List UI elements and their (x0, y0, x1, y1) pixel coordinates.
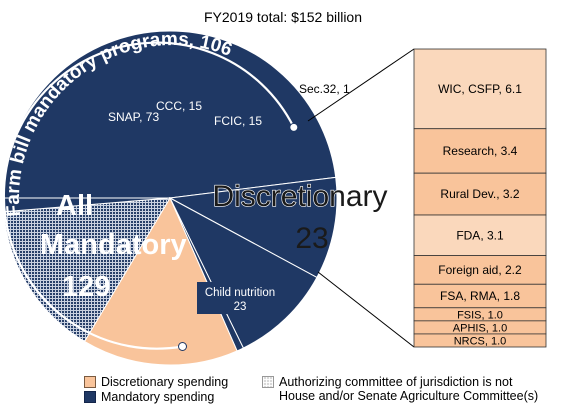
slice-label-snap: SNAP, 73 (108, 110, 159, 124)
all-mandatory-label: All Mandatory 129 (40, 190, 187, 303)
chart-title: FY2019 total: $152 billion (204, 9, 362, 25)
legend-hatch-line2: House and/or Senate Agriculture Committe… (279, 389, 539, 403)
pie (2, 30, 338, 366)
legend-label-discretionary: Discretionary spending (101, 375, 229, 389)
farm-bill-bracket-line (2, 41, 295, 350)
all-mandatory-line1: All (56, 190, 93, 222)
bar-label-rural-dev: Rural Dev., 3.2 (440, 187, 519, 201)
slice-value-discretionary: 23 (295, 222, 328, 255)
legend-label-hatched: Authorizing committee of jurisdiction is… (279, 375, 538, 403)
bar-label-fda: FDA, 3.1 (456, 228, 504, 242)
slice-label-ccc: CCC, 15 (156, 99, 202, 113)
legend-label-mandatory: Mandatory spending (101, 390, 215, 404)
all-mandatory-value: 129 (62, 271, 110, 303)
pie-slice-child-nutrition (3, 197, 171, 343)
legend-item-discretionary: Discretionary spending (84, 375, 228, 389)
bar-label-fsa: FSA, RMA, 1.8 (440, 289, 520, 303)
legend-hatch-line1: Authorizing committee of jurisdiction is… (279, 375, 513, 389)
connector-top (307, 48, 415, 122)
child-nutrition-label-box (197, 282, 283, 314)
slice-label-sec32: Sec.32, 1 (299, 82, 350, 96)
bar-label-wic: WIC, CSFP, 6.1 (438, 82, 522, 96)
bracket-end-dot-bottom (178, 342, 187, 351)
bar-segment-nrcs (413, 333, 547, 348)
legend-swatch-hatched (262, 376, 274, 388)
pie-slice-discretionary (83, 196, 238, 366)
legend-swatch-discretionary (84, 376, 96, 388)
legend-item-mandatory: Mandatory spending (84, 390, 214, 404)
bar-segment-fda (413, 214, 547, 256)
legend-swatch-mandatory (84, 391, 96, 403)
slice-value-child-nutrition: 23 (234, 301, 247, 313)
pie-slice-ccc (168, 176, 338, 279)
all-mandatory-line2: Mandatory (40, 229, 187, 261)
bar-segment-research (413, 128, 547, 174)
bar-segment-foreign-aid (413, 255, 547, 285)
slice-label-fcic: FCIC, 15 (214, 114, 262, 128)
bar-label-research: Research, 3.4 (443, 144, 518, 158)
bar-segment-wic (413, 48, 547, 130)
slice-label-discretionary: Discretionary (212, 180, 387, 213)
pie-labels: SNAP, 73 CCC, 15 FCIC, 15 Sec.32, 1 Disc… (108, 82, 388, 314)
bracket-end-dot-top (289, 122, 299, 132)
slice-label-child-nutrition: Child nutrition (205, 287, 275, 299)
legend-item-hatched: Authorizing committee of jurisdiction is… (262, 375, 538, 403)
bar-label-fsis: FSIS, 1.0 (457, 309, 503, 321)
bar-label-nrcs: NRCS, 1.0 (454, 335, 507, 347)
bar-label-aphis: APHIS, 1.0 (453, 322, 507, 334)
connector-bottom (317, 271, 415, 348)
bar-segment-rural-dev (413, 172, 547, 216)
bar-label-foreign-aid: Foreign aid, 2.2 (438, 263, 522, 277)
stacked-bar: WIC, CSFP, 6.1 Research, 3.4 Rural Dev., 3… (413, 48, 547, 348)
